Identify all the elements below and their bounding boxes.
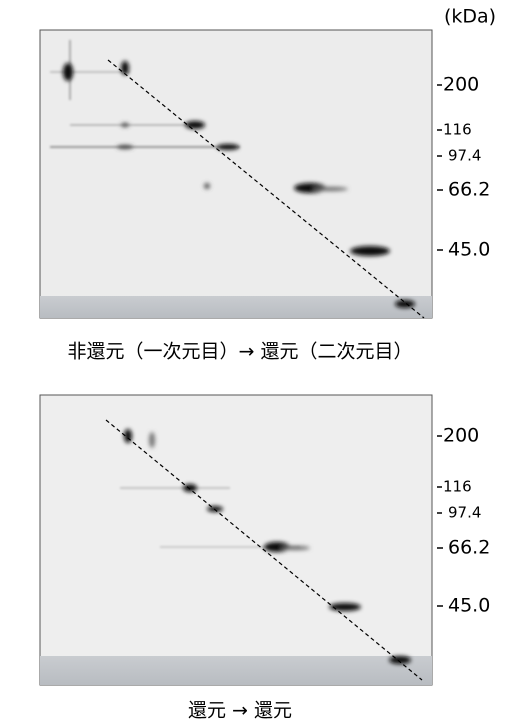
figure: (kDa) 200 116 97.4 66.2 45.0 非還元（一次元目）→ … [0,0,508,724]
marker-label: 116 [443,121,472,139]
gel-image-top [40,30,432,318]
marker-label: 66.2 [448,537,490,559]
gel-image-bottom [40,395,432,685]
marker-label: 200 [443,425,479,447]
marker-label: 200 [443,74,479,96]
marker-label: 97.4 [448,504,481,522]
markers-bottom: 200 116 97.4 66.2 45.0 [437,425,490,617]
unit-label: (kDa) [444,6,496,28]
marker-label: 116 [443,478,472,496]
marker-label: 45.0 [448,595,490,617]
marker-label: 97.4 [448,147,481,165]
caption: 還元 → 還元 [188,700,292,722]
marker-label: 45.0 [448,239,490,261]
marker-label: 66.2 [448,179,490,201]
markers-top: 200 116 97.4 66.2 45.0 [437,74,490,261]
caption: 非還元（一次元目）→ 還元（二次元目） [68,341,413,363]
